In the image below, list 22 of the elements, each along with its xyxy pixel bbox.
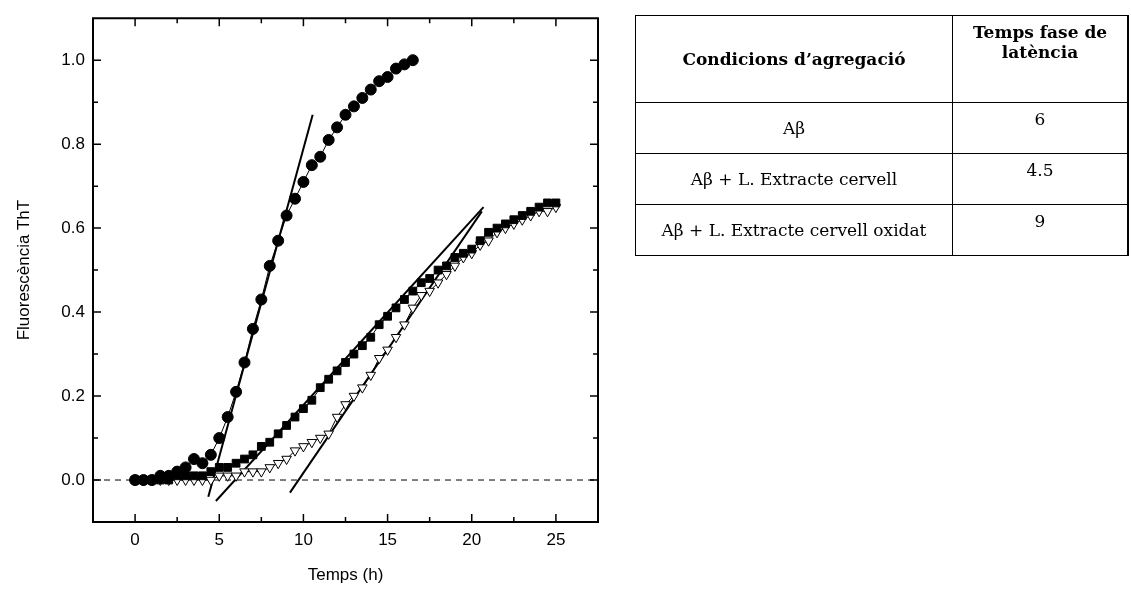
y-tick-label: 0.4: [61, 301, 85, 321]
x-axis-title: Temps (h): [307, 565, 384, 585]
x-tick-label: 5: [214, 529, 224, 549]
y-tick-label: 0.8: [61, 133, 85, 153]
category-label: Aβ + L. Extracte cervell: [635, 153, 953, 205]
x-tick-label: 25: [546, 529, 566, 549]
category-label: Aβ: [635, 102, 953, 154]
data-label: 4.5: [952, 153, 1128, 205]
y-tick-label: 1.0: [61, 49, 85, 69]
text: Condicions d’agregació: [635, 15, 953, 103]
y-tick-label: 0.0: [61, 469, 85, 489]
data-label: 6: [952, 102, 1128, 154]
x-tick-label: 20: [462, 529, 482, 549]
y-tick-label: 0.6: [61, 217, 85, 237]
data-label: 9: [952, 204, 1128, 256]
category-label: Aβ + L. Extracte cervell oxidat: [635, 204, 953, 256]
y-axis-title: Fluorescència ThT: [13, 199, 33, 341]
text: Temps fase de latència: [952, 15, 1128, 103]
y-tick-label: 0.2: [61, 385, 85, 405]
x-tick-label: 0: [130, 529, 140, 549]
x-tick-label: 15: [378, 529, 398, 549]
x-tick-label: 10: [293, 529, 313, 549]
